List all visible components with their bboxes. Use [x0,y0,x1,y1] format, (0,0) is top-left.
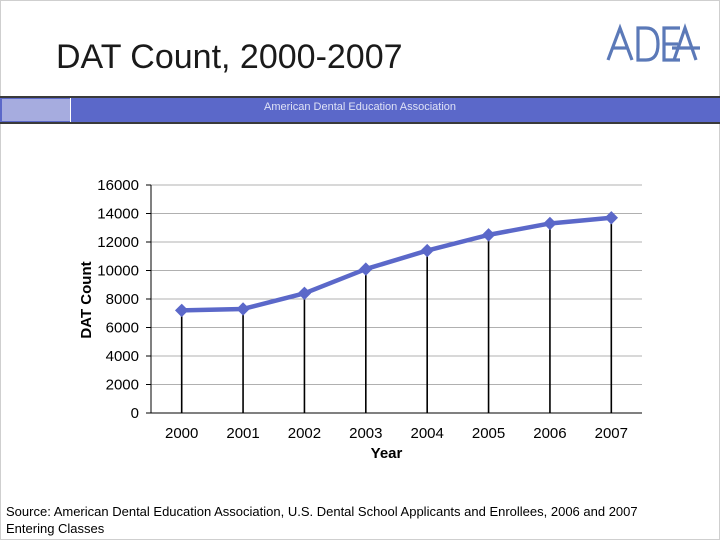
y-tick-label: 8000 [106,291,139,308]
data-point [420,243,434,258]
y-tick-label: 2000 [106,377,139,394]
adea-logo [606,23,700,62]
y-tick-label: 10000 [97,263,139,280]
data-point [543,216,557,231]
data-point [236,302,250,316]
data-point [174,303,189,318]
data-point [604,211,619,225]
page-title: DAT Count, 2000-2007 [56,38,403,76]
y-tick-label: 16000 [97,177,139,194]
x-tick-label: 2004 [411,425,444,442]
data-point [297,286,312,301]
y-tick-label: 4000 [106,348,139,365]
y-tick-label: 0 [131,405,139,422]
series-line [181,215,612,313]
organization-name: American Dental Education Association [264,101,456,113]
band-divider-top [0,96,720,98]
x-tick-label: 2006 [533,425,566,442]
data-point [481,228,496,242]
y-tick-label: 14000 [97,206,139,223]
x-tick-label: 2002 [288,425,321,442]
x-tick-label: 2001 [226,425,259,442]
y-axis-title: DAT Count [78,261,95,338]
x-tick-label: 2007 [595,425,628,442]
band-divider-bottom [0,122,720,124]
x-tick-label: 2000 [165,425,198,442]
source-note: Source: American Dental Education Associ… [6,504,638,536]
data-point [359,262,373,276]
x-tick-label: 2005 [472,425,505,442]
x-axis-title: Year [371,445,403,462]
y-tick-label: 6000 [106,320,139,337]
x-tick-label: 2003 [349,425,382,442]
header-band [0,98,720,122]
header-band-tab [2,99,70,121]
y-tick-label: 12000 [97,234,139,251]
header-band-separator [70,98,71,122]
